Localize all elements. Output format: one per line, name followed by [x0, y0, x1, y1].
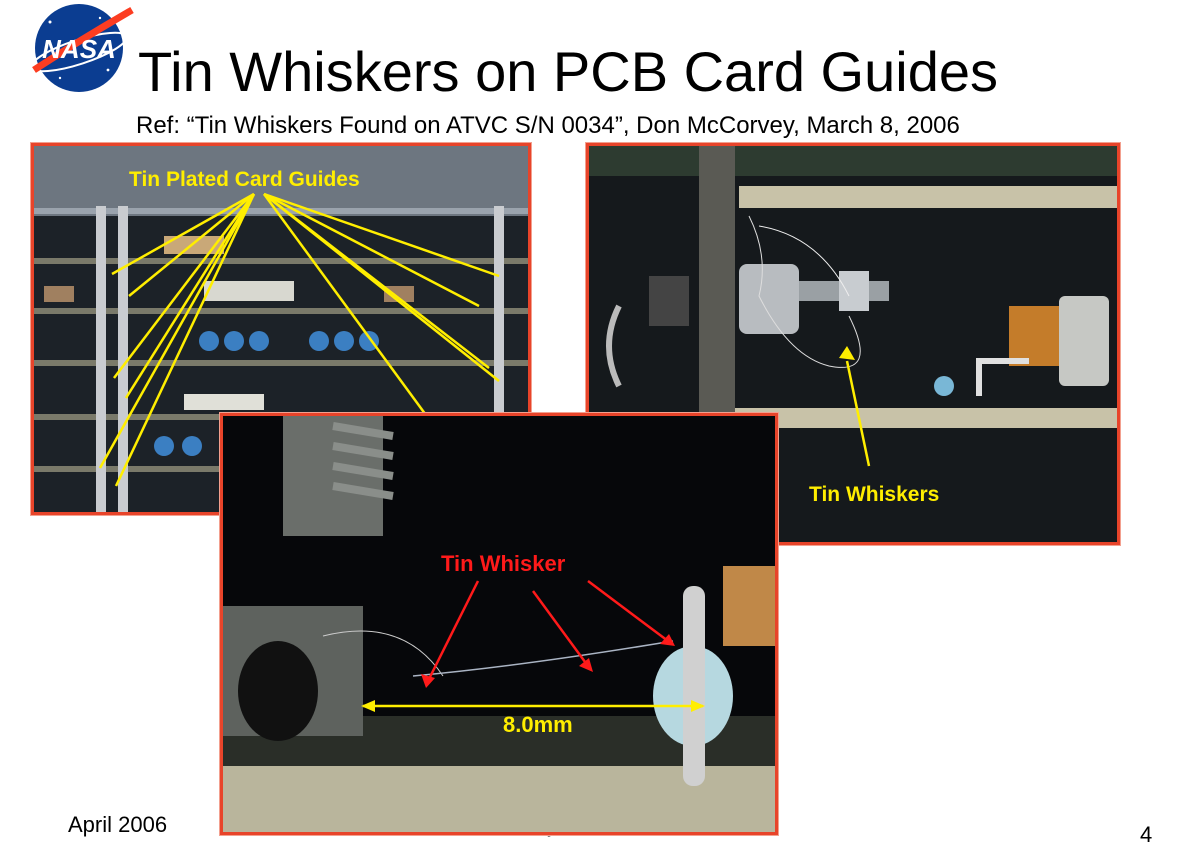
tin-whiskers-photo: Tin Whiskers — [585, 142, 1121, 546]
nasa-logo-text: NASA — [42, 34, 116, 64]
nasa-logo: NASA — [20, 0, 138, 100]
tin-whisker-label: Tin Whisker — [441, 551, 566, 576]
tin-whiskers-label: Tin Whiskers — [809, 483, 939, 506]
footer-date: April 2006 — [68, 812, 168, 837]
page-number: 4 — [1140, 822, 1153, 847]
slide-title: Tin Whiskers on PCB Card Guides — [138, 40, 998, 103]
measurement-label: 8.0mm — [503, 712, 573, 737]
card-guides-label: Tin Plated Card Guides — [129, 168, 360, 191]
tin-whisker-closeup-photo: Tin Whisker 8.0mm — [219, 412, 779, 836]
slide-subtitle: Ref: “Tin Whiskers Found on ATVC S/N 003… — [136, 112, 960, 139]
